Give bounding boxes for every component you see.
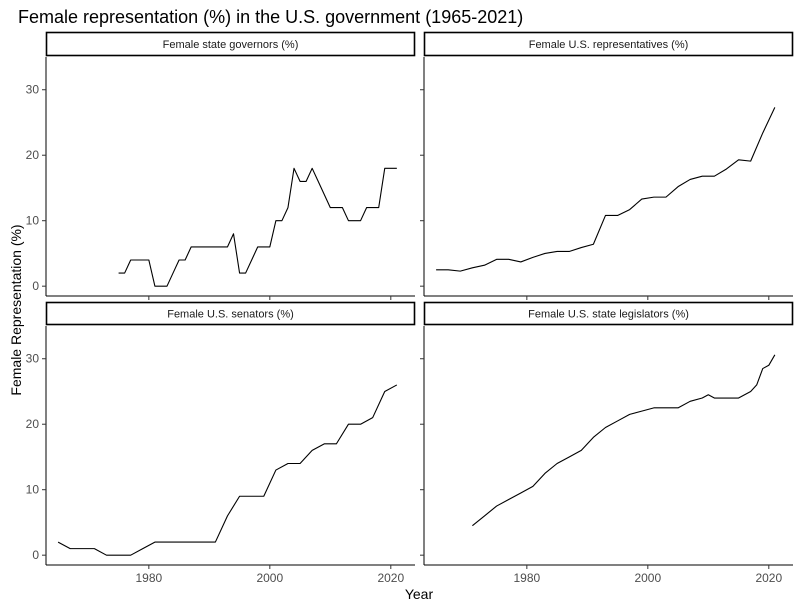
x-tick-label: 1980 [513,571,540,585]
y-tick-label: 0 [32,279,39,293]
y-tick-label: 10 [26,483,40,497]
y-tick-label: 20 [26,417,40,431]
facet-strip [45,301,416,326]
facet-panel: Female state governors (%) 0 10 20 30 [26,31,416,300]
x-axis-title: Year [405,586,434,602]
y-tick-label: 0 [32,548,39,562]
y-tick-label: 20 [26,148,40,162]
facet-strip-label: Female state governors (%) [163,39,299,51]
x-tick-label: 2000 [256,571,283,585]
y-tick-label: 30 [26,352,40,366]
series-line [472,354,776,527]
facet-panel: Female U.S. representatives (%) [420,31,794,300]
facet-strip [423,31,794,57]
facet-panel: Female U.S. senators (%) 0 10 20 30 1980 2000 2… [26,301,416,585]
x-tick-label: 2000 [634,571,661,585]
x-tick-label: 2020 [377,571,404,585]
facet-panels: Female state governors (%)0102030Female … [26,31,794,585]
y-tick-label: 10 [26,214,40,228]
facet-strip-label: Female U.S. representatives (%) [529,39,689,51]
y-axis-title: Female Representation (%) [8,224,24,395]
x-tick-label: 2020 [755,571,782,585]
facet-strip-label: Female U.S. state legislators (%) [528,309,689,321]
facet-panel: Female U.S. state legislators (%) 1980 200… [420,301,794,585]
chart-title: Female representation (%) in the U.S. go… [18,7,523,27]
series-line [118,167,397,287]
facet-strip [45,31,416,57]
y-tick-label: 30 [26,83,40,97]
facet-strip-label: Female U.S. senators (%) [167,309,294,321]
x-tick-label: 1980 [135,571,162,585]
series-line [57,384,398,556]
facet-strip [423,301,794,326]
series-line [436,107,776,272]
